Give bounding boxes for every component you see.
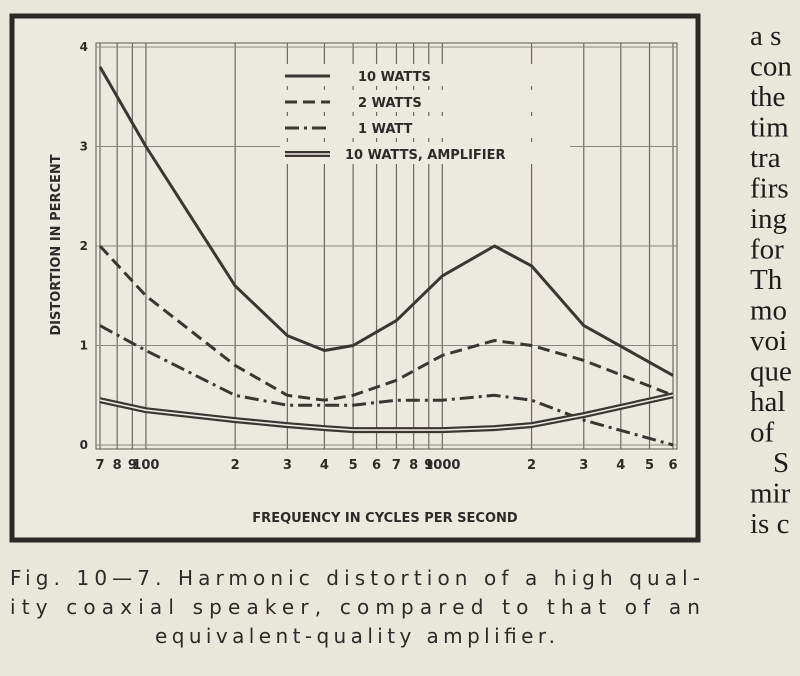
x-tick-label: 8: [409, 458, 418, 473]
x-axis-label: FREQUENCY IN CYCLES PER SECOND: [252, 511, 518, 526]
legend-bg: [280, 90, 570, 112]
y-axis-label: DISTORTION IN PERCENT: [49, 154, 64, 335]
legend-label: 2 WATTS: [358, 96, 422, 111]
y-tick-label: 2: [80, 239, 88, 253]
side-text-line: que: [750, 356, 792, 388]
side-text-line: S: [773, 447, 789, 479]
x-tick-label: 9: [424, 458, 433, 473]
legend-label: 10 WATTS: [358, 70, 431, 85]
x-tick-label: 1000: [424, 458, 460, 473]
x-tick-label: 8: [113, 458, 122, 473]
x-tick-label: 7: [95, 458, 104, 473]
caption-line: Fig. 10—7. Harmonic distortion of a high…: [10, 566, 700, 590]
side-text-line: mo: [750, 295, 787, 327]
side-text-line: is c: [750, 508, 789, 540]
x-tick-label: 6: [668, 458, 677, 473]
side-text-line: firs: [750, 173, 789, 205]
side-text-line: tra: [750, 142, 781, 174]
legend-bg: [280, 64, 570, 86]
x-tick-label: 5: [349, 458, 358, 473]
side-text-line: for: [750, 234, 784, 266]
series-line: [98, 244, 674, 402]
caption-line: equivalent-quality amplifier.: [155, 624, 555, 648]
legend-bg: [280, 142, 570, 164]
side-text-line: ing: [750, 203, 787, 235]
side-text-line: con: [750, 51, 792, 83]
side-text-line: voi: [750, 325, 787, 357]
side-text-line: a s: [750, 20, 781, 52]
x-tick-label: 4: [320, 458, 329, 473]
y-tick-label: 3: [80, 140, 88, 154]
legend-label: 1 WATT: [358, 122, 413, 137]
series-line: [99, 324, 674, 447]
x-tick-label: 7: [392, 458, 401, 473]
x-tick-label: 5: [645, 458, 654, 473]
side-text-line: hal: [750, 386, 785, 418]
x-tick-label: 2: [527, 458, 536, 473]
y-tick-label: 0: [80, 438, 88, 452]
side-text-line: Th: [750, 264, 783, 296]
side-text-line: the: [750, 81, 785, 113]
series-line: [98, 66, 674, 377]
y-tick-label: 4: [80, 40, 88, 54]
side-text-line: mir: [750, 478, 791, 510]
legend-bg: [280, 116, 570, 138]
legend-label: 10 WATTS, AMPLIFIER: [345, 148, 506, 163]
x-tick-label: 3: [283, 458, 292, 473]
side-text-line: tim: [750, 112, 789, 144]
x-tick-label: 100: [132, 458, 159, 473]
x-tick-label: 2: [231, 458, 240, 473]
side-text-line: of: [750, 417, 775, 449]
series-line-inner: [99, 394, 674, 431]
x-tick-label: 4: [616, 458, 625, 473]
y-tick-label: 1: [80, 339, 88, 353]
x-tick-label: 6: [372, 458, 381, 473]
x-tick-label: 3: [579, 458, 588, 473]
x-tick-label: 9: [128, 458, 137, 473]
